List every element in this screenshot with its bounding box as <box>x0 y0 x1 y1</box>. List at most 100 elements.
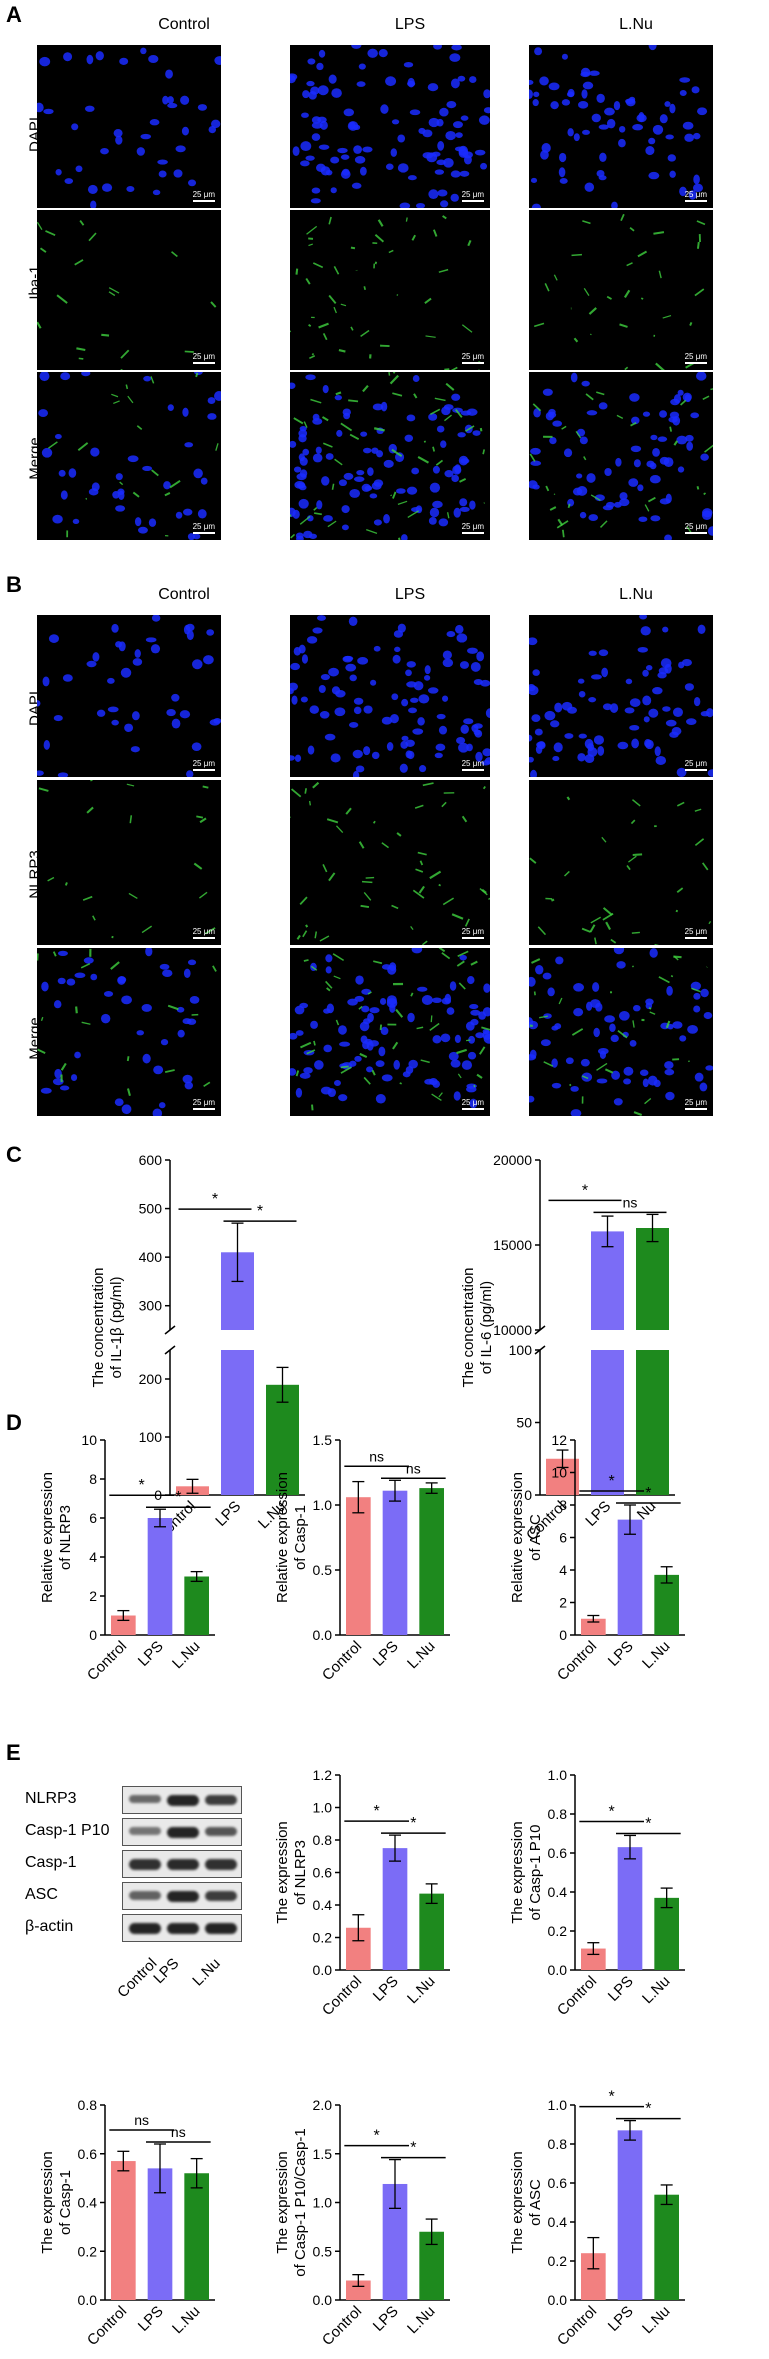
y-tick-label: 1.0 <box>313 1497 333 1513</box>
blot-band <box>167 1923 199 1934</box>
x-tick-label: LPS <box>135 1638 167 1670</box>
y-tick-label: 0.4 <box>313 1897 333 1913</box>
y-tick-label: 400 <box>139 1249 163 1265</box>
y-axis-label: The expressionof NLRP3 <box>274 1821 309 1924</box>
blot-band <box>205 1891 237 1901</box>
x-tick-label: L.Nu <box>169 1638 203 1672</box>
bar-lnu <box>266 1384 299 1495</box>
chart-e3: 0.0 0.2 0.4 0.6 0.8 Control LPS L.Nu ns ns The exp… <box>39 2097 215 2349</box>
blot-label-beta-actin: β-actin <box>25 1918 74 1935</box>
bar-break <box>635 1330 670 1350</box>
y-tick-label: 0.5 <box>313 2243 333 2259</box>
y-axis-label: The expressionof Casp-1 P10 <box>509 1821 544 1924</box>
y-tick-label: 1.5 <box>313 1432 333 1448</box>
x-tick-label: Control <box>554 1638 600 1684</box>
micrograph-image: 25 μm <box>290 780 490 945</box>
significance-label: * <box>645 1485 651 1502</box>
chart-c1: 0100200300400500600ControlLPSL.Nu**The c… <box>90 1152 305 1544</box>
chart-e2: 0.0 0.2 0.4 0.6 0.8 1.0 Control LPS L.Nu * * The ex… <box>509 1767 685 2019</box>
scale-bar: 25 μm <box>685 190 707 202</box>
y-tick-label: 6 <box>559 1530 567 1546</box>
y-tick-label: 1.0 <box>548 1767 568 1783</box>
y-tick-label: 6 <box>89 1510 97 1526</box>
micrograph-image: 25 μm <box>290 615 490 777</box>
y-axis-label: The expressionof ASC <box>509 2151 544 2254</box>
y-tick-label: 0.2 <box>313 1930 333 1946</box>
blot-label-nlrp3: NLRP3 <box>25 1790 77 1807</box>
blot-band <box>205 1859 237 1870</box>
significance-label: * <box>257 1203 263 1220</box>
bar-control <box>111 1615 136 1635</box>
y-tick-label: 0.0 <box>313 2292 333 2308</box>
blot-band <box>205 1923 237 1934</box>
y-tick-label: 600 <box>139 1152 163 1168</box>
x-tick-label: Control <box>84 1638 130 1684</box>
x-tick-label: L.Nu <box>639 1638 673 1672</box>
significance-label: ns <box>406 1460 421 1476</box>
x-tick-label: Control <box>319 1973 365 2019</box>
blot-band <box>205 1795 237 1805</box>
scale-bar: 25 μm <box>462 759 484 771</box>
x-tick-label: L.Nu <box>169 2303 203 2337</box>
significance-label: * <box>645 2101 651 2118</box>
y-axis-label: Relative expressionof ASC <box>509 1472 544 1603</box>
y-tick-label: 0.6 <box>78 2146 98 2162</box>
x-tick-label: L.Nu <box>404 1973 438 2007</box>
bar-lps <box>382 1490 408 1635</box>
significance-label: ns <box>369 1448 384 1464</box>
y-tick-label: 10 <box>81 1432 97 1448</box>
micrograph-image: 25 μm <box>529 615 713 777</box>
y-tick-label: 0.6 <box>313 1865 333 1881</box>
y-tick-label: 0.2 <box>548 1923 568 1939</box>
scale-bar: 25 μm <box>462 352 484 364</box>
chart-e4: 0.0 0.5 1.0 1.5 2.0 Control LPS L.Nu * * The expre… <box>274 2097 450 2349</box>
y-tick-label: 2 <box>89 1588 97 1604</box>
significance-label: * <box>582 1182 588 1199</box>
x-tick-label: LPS <box>605 2303 637 2335</box>
scale-bar: 25 μm <box>685 522 707 534</box>
significance-label: ns <box>623 1194 638 1210</box>
micrograph-image: 25 μm <box>529 210 713 370</box>
axis-break <box>164 1345 176 1355</box>
y-axis-label: The concentrationof IL-6 (pg/ml) <box>460 1267 495 1387</box>
blot-band <box>167 1859 199 1870</box>
significance-label: * <box>609 2089 615 2106</box>
significance-label: * <box>374 1803 380 1820</box>
panel-letter-d: D <box>6 1410 22 1435</box>
bar-control <box>581 1948 606 1970</box>
chart-d2: 0.0 0.5 1.0 1.5 Control LPS L.Nu ns ns Relative e… <box>274 1432 450 1684</box>
x-tick-label: Control <box>84 2303 130 2349</box>
y-tick-label: 0.0 <box>548 2292 568 2308</box>
y-tick-label: 12 <box>551 1432 567 1448</box>
y-tick-label: 0 <box>89 1627 97 1643</box>
blot-label-asc: ASC <box>25 1886 58 1903</box>
micrograph-image: 25 μm <box>37 948 221 1116</box>
scale-bar: 25 μm <box>193 190 215 202</box>
blot-strip <box>122 1882 242 1910</box>
y-tick-label: 100 <box>139 1429 163 1445</box>
x-tick-label: Control <box>319 1638 365 1684</box>
y-tick-label: 10 <box>551 1465 567 1481</box>
y-axis-label: Relative expressionof NLRP3 <box>39 1472 74 1603</box>
micrograph-image: 25 μm <box>529 45 713 208</box>
bar-lps <box>617 1847 643 1970</box>
significance-label: ns <box>134 2112 149 2128</box>
blot-label-casp1: Casp-1 <box>25 1854 77 1871</box>
significance-label: ns <box>171 2124 186 2140</box>
column-label-control: Control <box>158 586 210 603</box>
x-tick-label: L.Nu <box>639 2303 673 2337</box>
blot-band <box>129 1827 161 1835</box>
column-label-lps: LPS <box>394 586 426 603</box>
micrograph-image: 25 μm <box>37 210 221 370</box>
y-tick-label: 15000 <box>493 1237 532 1253</box>
blot-label-casp1-p10: Casp-1 P10 <box>25 1822 110 1839</box>
bar-lps <box>221 1252 254 1495</box>
y-tick-label: 0 <box>524 1487 532 1503</box>
blot-band <box>129 1891 161 1900</box>
y-tick-label: 0.2 <box>548 2253 568 2269</box>
scale-bar: 25 μm <box>685 759 707 771</box>
bar-lnu <box>654 1897 679 1970</box>
x-tick-label: LPS <box>605 1973 637 2005</box>
